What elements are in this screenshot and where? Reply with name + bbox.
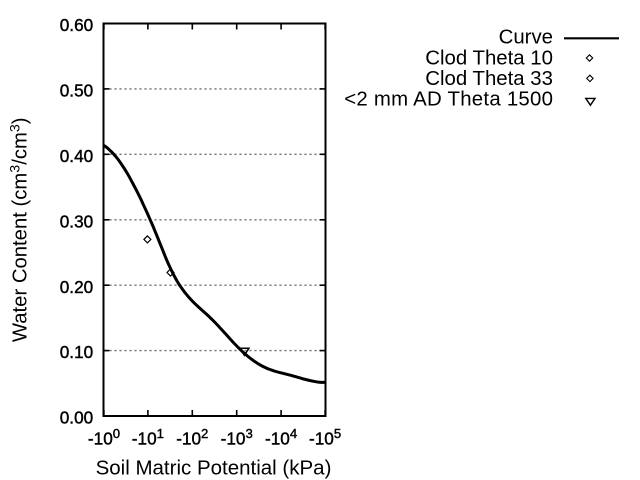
svg-text:-101: -101 bbox=[132, 426, 164, 449]
svg-text:-105: -105 bbox=[309, 426, 341, 449]
svg-text:0.40: 0.40 bbox=[60, 146, 93, 166]
svg-text:-102: -102 bbox=[176, 426, 208, 449]
svg-text:Curve: Curve bbox=[499, 27, 553, 49]
svg-text:-100: -100 bbox=[88, 426, 120, 449]
svg-text:-104: -104 bbox=[265, 426, 297, 449]
svg-text:0.60: 0.60 bbox=[60, 15, 93, 35]
svg-text:Clod Theta 10: Clod Theta 10 bbox=[425, 47, 553, 69]
svg-text:Clod Theta 33: Clod Theta 33 bbox=[425, 68, 553, 90]
svg-text:0.10: 0.10 bbox=[60, 342, 93, 362]
svg-text:<2 mm AD Theta 1500: <2 mm AD Theta 1500 bbox=[344, 89, 553, 111]
svg-text:Soil Matric Potential (kPa): Soil Matric Potential (kPa) bbox=[96, 456, 332, 479]
svg-text:0.50: 0.50 bbox=[60, 81, 93, 101]
svg-text:Water Content (cm3/cm3): Water Content (cm3/cm3) bbox=[8, 117, 32, 342]
svg-text:0.20: 0.20 bbox=[60, 277, 93, 297]
svg-text:0.30: 0.30 bbox=[60, 211, 93, 231]
svg-text:-103: -103 bbox=[221, 426, 253, 449]
svg-text:0.00: 0.00 bbox=[60, 408, 93, 428]
